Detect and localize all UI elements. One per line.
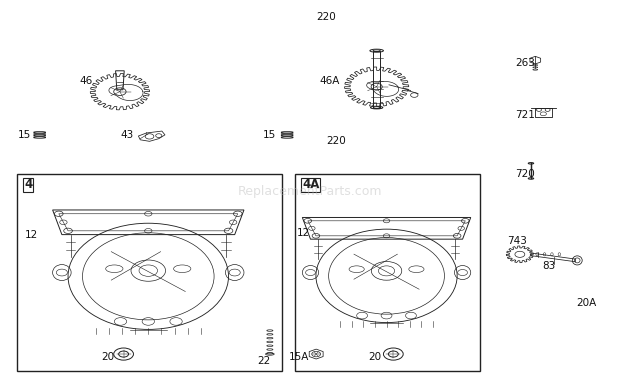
Text: 15A: 15A	[288, 352, 309, 362]
Text: 46: 46	[79, 76, 93, 86]
Text: 12: 12	[25, 230, 38, 240]
Text: 20: 20	[101, 352, 114, 362]
Text: 43: 43	[121, 130, 134, 140]
Text: 220: 220	[316, 12, 336, 22]
Text: 4: 4	[24, 178, 32, 191]
Text: 263: 263	[516, 58, 536, 68]
Text: 720: 720	[516, 169, 535, 179]
Text: 220: 220	[326, 136, 346, 146]
Text: 12: 12	[297, 228, 310, 238]
Text: 20A: 20A	[577, 298, 597, 308]
Text: ReplacementParts.com: ReplacementParts.com	[237, 185, 383, 197]
Text: 15: 15	[263, 130, 276, 140]
Text: 20: 20	[368, 352, 381, 362]
Text: 4A: 4A	[302, 178, 319, 191]
Text: 83: 83	[542, 261, 556, 271]
Text: 743: 743	[508, 236, 528, 246]
Text: 721: 721	[516, 110, 536, 120]
Text: 15: 15	[18, 130, 31, 140]
Text: 46A: 46A	[319, 76, 340, 86]
Text: 22: 22	[258, 356, 271, 366]
